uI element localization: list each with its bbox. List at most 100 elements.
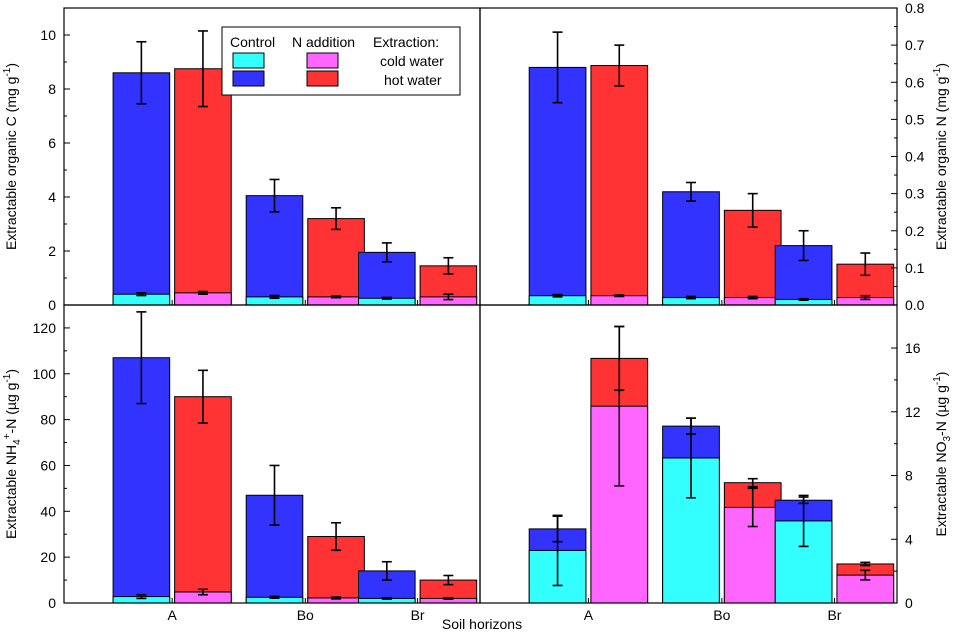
- y-tick-label-bottom-right-12: 12: [905, 404, 921, 420]
- legend-n-label: N addition: [292, 34, 355, 50]
- y-tick-label-top-right-0.3: 0.3: [905, 186, 925, 202]
- error-bar-top-right-Bo-control-hot: [686, 181, 697, 202]
- error-bar-top-right-Br-n-addition-cold: [860, 294, 871, 301]
- error-bar-top-right-A-n-addition-hot: [614, 44, 625, 87]
- y-axis-title-top-right: Extractable organic N (mg g-1): [932, 63, 949, 250]
- y-tick-label-bottom-left-120: 120: [33, 320, 57, 336]
- panel-bottom-left: A Bo Br 0 20 40 60 80 100 120 Extractable NH4+-N (…: [2, 304, 481, 623]
- error-bar-top-left-A-n-addition-hot: [197, 30, 208, 108]
- x-tick-label-bottom-left-Br: Br: [411, 607, 425, 623]
- error-bar-bottom-left-Bo-n-addition-hot: [331, 521, 342, 552]
- y-tick-label-bottom-left-100: 100: [33, 366, 57, 382]
- legend-swatch-control-hot: [232, 70, 265, 87]
- y-tick-label-top-right-0.4: 0.4: [905, 149, 925, 165]
- error-bar-top-left-Bo-n-addition-cold: [331, 295, 342, 299]
- error-bar-top-left-A-control-cold: [136, 292, 147, 297]
- y-tick-label-bottom-left-20: 20: [40, 549, 56, 565]
- legend-swatch-n-hot: [306, 70, 339, 87]
- y-tick-label-top-right-0: 0.0: [905, 297, 925, 313]
- error-bar-top-left-Br-control-cold: [381, 296, 392, 300]
- x-tick-label-bottom-right-A: A: [584, 607, 594, 623]
- legend-hot-label: hot water: [384, 72, 442, 88]
- bar-bottom-left-A-n-addition-hot: [174, 396, 232, 604]
- bar-top-left-Bo-n-addition-hot: [307, 218, 365, 306]
- error-bar-bottom-left-Bo-n-addition-cold: [331, 596, 342, 600]
- error-bar-bottom-left-Bo-control-hot: [269, 464, 280, 526]
- panel-bottom-right: A Bo Br 0 4 8 12 16 Extractable NO3-N (µg g-1): [479, 304, 953, 623]
- y-tick-label-bottom-right-8: 8: [905, 468, 913, 484]
- legend-swatch-n-cold: [306, 52, 339, 69]
- y-tick-label-bottom-left-40: 40: [40, 503, 56, 519]
- bar-top-left-A-control-hot: [112, 72, 171, 306]
- y-tick-label-bottom-right-0: 0: [905, 595, 913, 611]
- error-bar-top-right-A-control-hot: [552, 31, 563, 104]
- panels-layer: 0 2 4 6 8 10 Extractable organic C (mg g-1) 0.0…: [2, 0, 953, 623]
- y-tick-label-top-right-0.5: 0.5: [905, 111, 925, 127]
- error-bar-bottom-left-A-n-addition-hot: [197, 369, 208, 424]
- x-tick-label-bottom-left-A: A: [167, 607, 177, 623]
- error-bar-bottom-right-Br-control-cold: [798, 494, 809, 548]
- panel-frame-bottom-right: [479, 304, 898, 604]
- y-tick-label-top-left-4: 4: [48, 189, 56, 205]
- y-axis-title-bottom-left: Extractable NH4+-N (µg g-1): [2, 369, 23, 539]
- legend-cold-label: cold water: [380, 53, 444, 69]
- error-bar-bottom-right-A-control-cold: [552, 514, 563, 587]
- error-bar-top-left-Br-control-hot: [381, 242, 392, 263]
- x-tick-label-bottom-right-Br: Br: [827, 607, 841, 623]
- error-bar-top-left-Bo-control-hot: [269, 178, 280, 213]
- error-bar-top-right-Bo-control-cold: [686, 295, 697, 300]
- error-bar-top-right-Br-control-cold: [798, 297, 809, 301]
- bar-top-right-Bo-control-hot: [662, 191, 720, 306]
- y-tick-label-top-right-0.7: 0.7: [905, 37, 925, 53]
- legend-control-label: Control: [230, 34, 275, 50]
- error-bar-bottom-left-Br-control-cold: [381, 596, 392, 600]
- error-bar-top-right-Bo-n-addition-cold: [747, 295, 758, 300]
- y-tick-label-bottom-left-80: 80: [40, 412, 56, 428]
- error-bar-bottom-left-Br-n-addition-hot: [443, 574, 454, 586]
- y-tick-label-top-right-0.8: 0.8: [905, 0, 925, 16]
- error-bar-bottom-right-A-n-addition-cold: [614, 325, 625, 487]
- legend-swatch-control-cold: [232, 52, 265, 69]
- y-tick-label-top-right-0.1: 0.1: [905, 260, 925, 276]
- y-axis-title-top-left: Extractable organic C (mg g-1): [2, 63, 19, 250]
- y-tick-label-bottom-right-4: 4: [905, 531, 913, 547]
- error-bar-bottom-left-Bo-control-cold: [269, 595, 280, 599]
- y-tick-label-bottom-right-16: 16: [905, 340, 921, 356]
- error-bar-top-left-Br-n-addition-hot: [443, 256, 454, 275]
- x-tick-label-bottom-left-Bo: Bo: [297, 607, 314, 623]
- panel-top-right: 0.0 0.1 0.2 0.3 0.4 0.5 0.6 0.7 0.8 Extractable o…: [479, 0, 949, 313]
- error-bar-bottom-left-A-control-hot: [136, 311, 147, 405]
- y-tick-label-top-left-8: 8: [48, 81, 56, 97]
- error-bar-bottom-right-Bo-n-addition-cold: [747, 487, 758, 528]
- error-bar-top-left-Br-n-addition-cold: [443, 293, 454, 301]
- y-tick-label-top-right-0.6: 0.6: [905, 74, 925, 90]
- y-tick-label-top-left-10: 10: [40, 27, 56, 43]
- y-tick-label-top-left-6: 6: [48, 135, 56, 151]
- y-tick-label-top-left-2: 2: [48, 243, 56, 259]
- bar-top-right-A-n-addition-hot: [590, 65, 649, 306]
- panel-top-left: 0 2 4 6 8 10 Extractable organic C (mg g-1): [2, 7, 481, 313]
- error-bar-bottom-right-Br-n-addition-cold: [860, 569, 871, 581]
- error-bar-top-right-A-control-cold: [552, 293, 563, 298]
- error-bar-top-right-Br-control-hot: [798, 229, 809, 262]
- error-bar-top-left-Bo-n-addition-hot: [331, 207, 342, 231]
- error-bar-bottom-left-Br-n-addition-cold: [443, 596, 454, 600]
- error-bar-bottom-left-A-n-addition-cold: [197, 588, 208, 596]
- y-tick-label-top-left-0: 0: [48, 297, 56, 313]
- error-bar-top-right-Bo-n-addition-hot: [747, 192, 758, 228]
- bar-top-left-A-n-addition-hot: [174, 68, 232, 306]
- legend: Control N addition Extraction: cold wate…: [221, 26, 461, 96]
- y-axis-title-bottom-right: Extractable NO3-N (µg g-1): [932, 372, 953, 537]
- error-bar-top-right-A-n-addition-cold: [614, 294, 625, 298]
- legend-extraction-label: Extraction:: [373, 34, 439, 50]
- error-bar-bottom-left-A-control-cold: [136, 593, 147, 600]
- error-bar-top-left-Bo-control-cold: [269, 294, 280, 300]
- error-bar-bottom-right-Bo-control-cold: [686, 417, 697, 499]
- x-axis-title: Soil horizons: [442, 616, 522, 632]
- y-tick-label-bottom-left-0: 0: [48, 595, 56, 611]
- error-bar-top-left-A-n-addition-cold: [197, 290, 208, 296]
- error-bar-bottom-right-Bo-n-addition-hot: [747, 477, 758, 488]
- error-bar-top-left-A-control-hot: [136, 40, 147, 105]
- bar-top-right-A-control-hot: [528, 66, 587, 306]
